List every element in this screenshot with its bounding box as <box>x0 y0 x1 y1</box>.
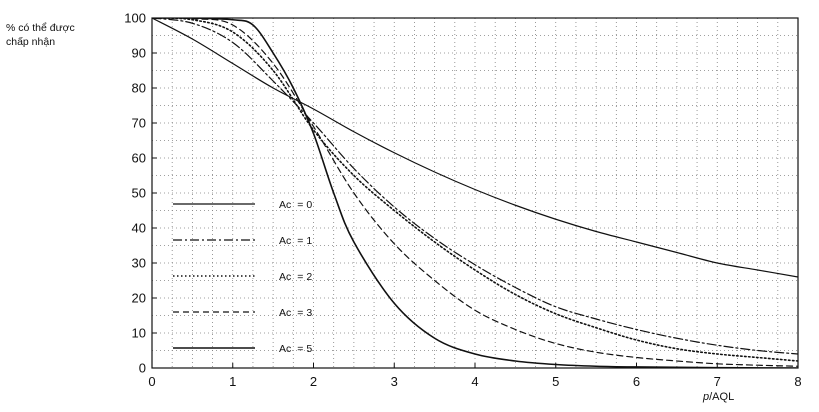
y-tick-label: 90 <box>132 46 146 61</box>
series-line-ac-2 <box>152 18 798 362</box>
legend-label: Ac = 1 <box>279 235 312 247</box>
y-axis-label-line-1: % có thể được <box>6 22 75 34</box>
y-tick-label: 50 <box>132 186 146 201</box>
legend-label-value: = 1 <box>297 235 312 247</box>
x-tick-label: 5 <box>552 374 559 389</box>
y-tick-label: 70 <box>132 116 146 131</box>
legend-label: Ac = 3 <box>279 307 312 319</box>
legend-layer: Ac = 0 Ac = 1 Ac = 2 Ac = 3 Ac = 5 <box>173 199 312 355</box>
y-tick-label: 10 <box>132 326 146 341</box>
legend-label-value: = 5 <box>297 343 312 355</box>
series-line-ac-3 <box>152 18 798 367</box>
y-tick-label: 20 <box>132 291 146 306</box>
x-tick-label: 7 <box>714 374 721 389</box>
legend-label-main: Ac <box>279 343 291 355</box>
legend-label: Ac = 5 <box>279 343 312 355</box>
legend-label-main: Ac <box>279 271 291 283</box>
legend-label-main: Ac <box>279 307 291 319</box>
legend-label: Ac = 0 <box>279 199 312 211</box>
x-tick-label: 4 <box>471 374 478 389</box>
y-tick-label: 30 <box>132 256 146 271</box>
series-line-ac-1 <box>152 18 798 355</box>
series-layer <box>152 18 798 368</box>
x-tick-label: 8 <box>794 374 801 389</box>
y-tick-label: 100 <box>124 11 146 26</box>
grid-layer <box>151 17 799 369</box>
x-tick-label: 1 <box>229 374 236 389</box>
x-axis-label: p/AQL <box>702 391 734 403</box>
y-tick-label: 40 <box>132 221 146 236</box>
x-tick-label: 6 <box>633 374 640 389</box>
y-tick-label: 60 <box>132 151 146 166</box>
legend-label-main: Ac <box>279 235 291 247</box>
y-tick-label: 80 <box>132 81 146 96</box>
x-tick-label: 0 <box>148 374 155 389</box>
legend-label-value: = 2 <box>297 271 312 283</box>
series-line-ac-0 <box>152 18 798 278</box>
legend-label-main: Ac <box>279 199 291 211</box>
x-axis-label-italic: p <box>702 391 709 403</box>
label-layer: % có thể được chấp nhận p/AQL <box>6 22 734 403</box>
legend-label-value: = 0 <box>297 199 312 211</box>
x-tick-label: 3 <box>391 374 398 389</box>
legend-label-value: = 3 <box>297 307 312 319</box>
y-tick-label: 0 <box>139 361 146 376</box>
series-line-ac-5 <box>152 18 798 368</box>
y-axis-label-line-2: chấp nhận <box>6 36 55 48</box>
x-axis-label-rest: /AQL <box>709 391 734 403</box>
legend-label: Ac = 2 <box>279 271 312 283</box>
x-tick-label: 2 <box>310 374 317 389</box>
